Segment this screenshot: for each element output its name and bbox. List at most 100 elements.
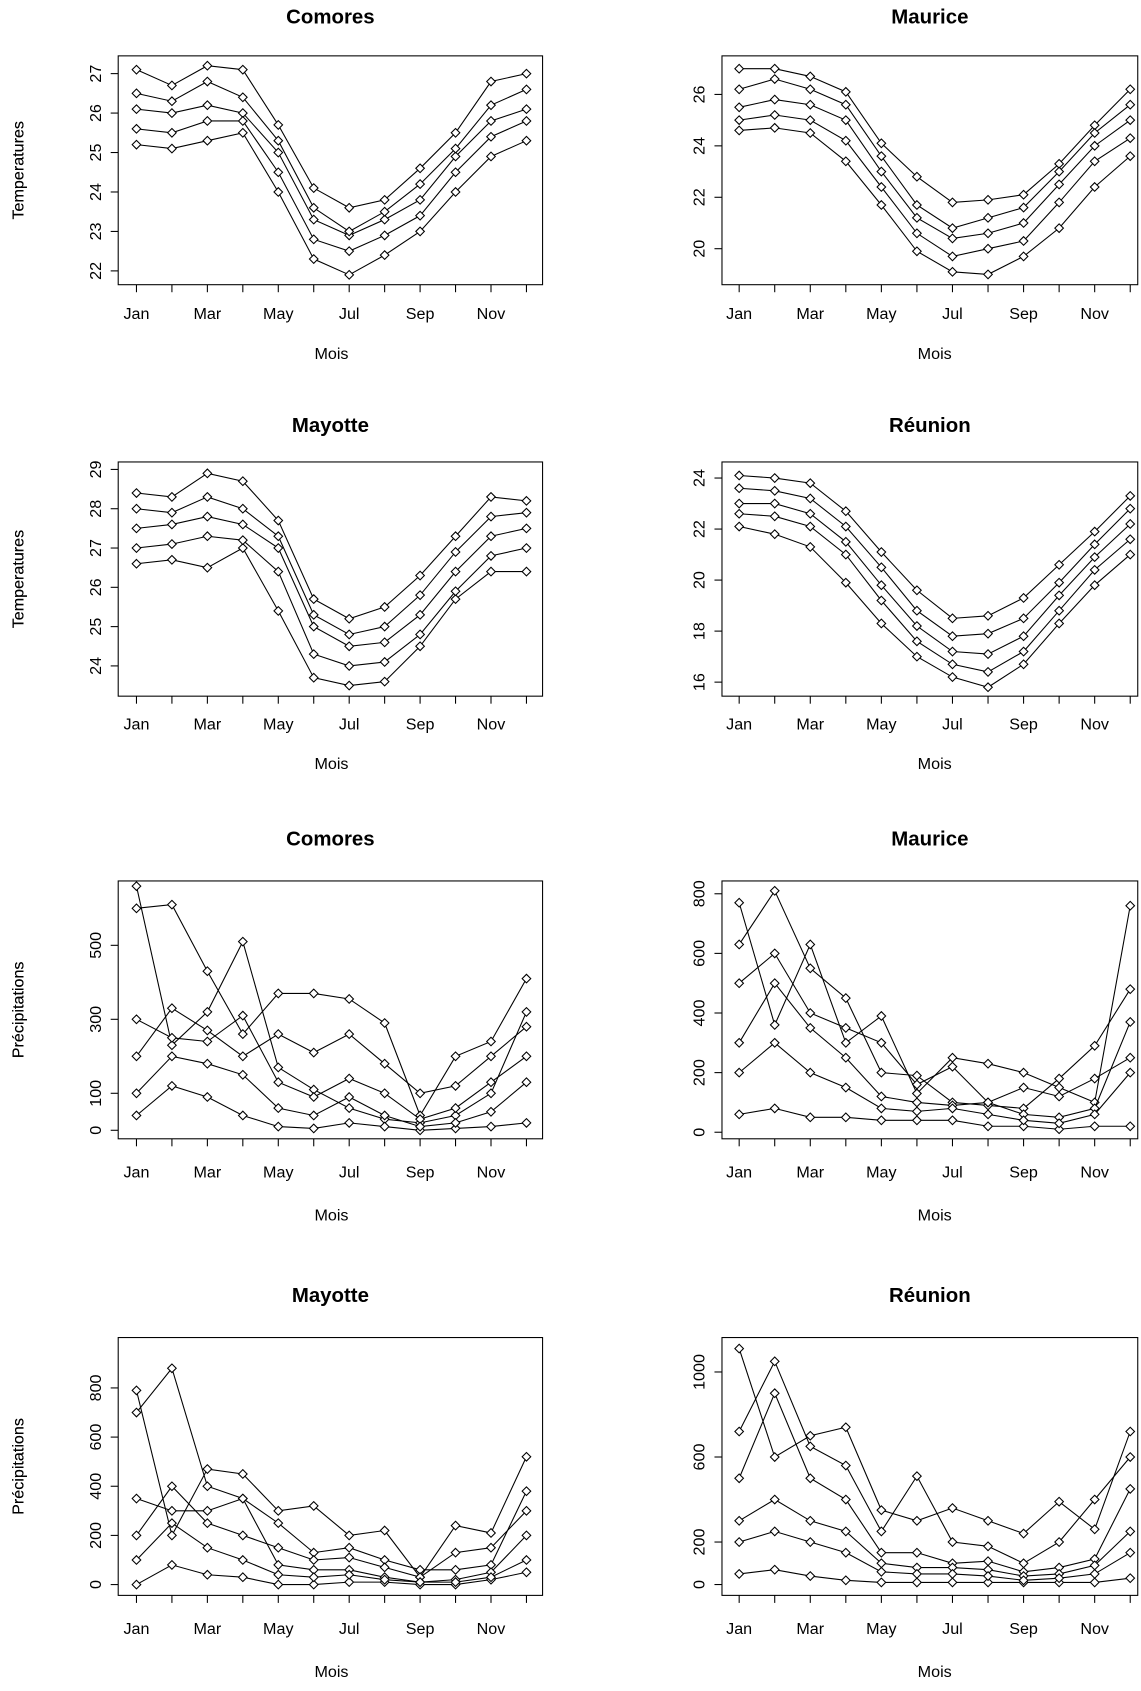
data-point	[166, 1530, 177, 1541]
x-tick-label: Jan	[123, 1163, 149, 1181]
data-point	[308, 1123, 319, 1134]
data-point	[911, 585, 922, 596]
data-point	[273, 531, 284, 542]
data-point	[947, 646, 958, 657]
chart-title: Comores	[286, 829, 374, 851]
x-tick-label: Mar	[796, 1620, 824, 1638]
data-point	[344, 269, 355, 280]
data-point	[273, 1542, 284, 1553]
data-point	[131, 104, 142, 115]
series-line	[136, 1367, 527, 1571]
y-tick-label: 0	[691, 1128, 709, 1137]
data-point	[769, 472, 780, 484]
data-point	[521, 1554, 532, 1566]
data-point	[344, 1029, 355, 1040]
data-point	[840, 1082, 851, 1093]
data-point	[1089, 1568, 1100, 1579]
data-point	[344, 629, 355, 640]
data-point	[1089, 1109, 1100, 1120]
data-point	[840, 156, 851, 167]
series-line	[738, 982, 1131, 1118]
data-point	[876, 181, 887, 193]
y-tick-label: 20	[691, 240, 709, 258]
data-point	[415, 226, 426, 237]
data-point	[415, 210, 426, 221]
y-tick-label: 22	[691, 520, 709, 538]
data-point	[947, 1103, 958, 1114]
data-point	[308, 621, 319, 632]
data-point	[982, 1577, 994, 1588]
chart-title: Mayotte	[292, 415, 369, 437]
series-line	[136, 1497, 527, 1583]
data-point	[131, 1385, 142, 1396]
series-line	[136, 65, 527, 209]
data-point	[237, 1029, 248, 1040]
data-point	[805, 939, 816, 950]
data-point	[166, 1518, 177, 1529]
y-tick-label: 25	[87, 618, 105, 636]
data-point	[485, 1572, 497, 1583]
y-axis-label: Précipitations	[10, 962, 28, 1059]
data-point	[1018, 1082, 1029, 1093]
data-point	[911, 1097, 922, 1108]
data-point	[485, 1121, 497, 1132]
data-point	[1125, 518, 1136, 530]
data-point	[1054, 179, 1065, 190]
data-point	[876, 580, 887, 591]
data-point	[415, 1088, 426, 1099]
data-point	[415, 1121, 426, 1132]
plot-box	[721, 55, 1139, 286]
x-tick-label: Nov	[1080, 1163, 1109, 1181]
x-tick-label: Mar	[796, 1163, 824, 1181]
data-point	[876, 138, 887, 149]
data-point	[805, 478, 816, 489]
data-point	[237, 1530, 248, 1541]
y-tick-label: 18	[691, 622, 709, 640]
chart-title: Réunion	[889, 1285, 971, 1307]
data-point	[450, 1051, 461, 1062]
data-point	[1018, 251, 1029, 262]
data-point	[1054, 166, 1065, 177]
x-tick-label: Sep	[406, 1620, 435, 1638]
data-point	[202, 60, 213, 71]
y-tick-label: 25	[87, 144, 105, 162]
data-point	[947, 659, 958, 670]
data-point	[273, 186, 284, 198]
data-point	[982, 666, 994, 677]
data-point	[237, 115, 248, 127]
y-tick-label: 24	[691, 137, 709, 155]
data-point	[166, 539, 177, 550]
data-point	[840, 1460, 851, 1471]
series-line	[136, 496, 527, 636]
series-line	[739, 68, 1131, 203]
series-line	[739, 99, 1131, 239]
y-tick-label: 16	[691, 673, 709, 691]
data-point	[840, 135, 851, 146]
data-point	[876, 1037, 887, 1048]
data-point	[982, 682, 994, 693]
data-point	[876, 1010, 887, 1022]
data-point	[379, 1017, 390, 1029]
data-point	[1054, 1073, 1065, 1084]
data-point	[840, 536, 851, 547]
data-point	[805, 127, 816, 139]
data-point	[273, 1062, 284, 1073]
data-point	[1125, 503, 1136, 514]
data-point	[876, 562, 887, 573]
data-point	[344, 226, 355, 237]
data-point	[947, 1568, 958, 1579]
data-point	[982, 194, 994, 205]
x-tick-label: Mar	[796, 715, 824, 733]
data-point	[379, 1110, 390, 1121]
series-line	[739, 127, 1131, 275]
data-point	[521, 1051, 532, 1062]
data-point	[273, 1559, 284, 1570]
data-point	[1018, 202, 1029, 213]
data-point	[876, 1526, 887, 1537]
data-point	[1125, 534, 1136, 545]
data-point	[521, 84, 532, 95]
data-point	[840, 506, 851, 517]
data-point	[131, 542, 142, 554]
data-point	[769, 948, 780, 959]
data-point	[521, 104, 532, 115]
